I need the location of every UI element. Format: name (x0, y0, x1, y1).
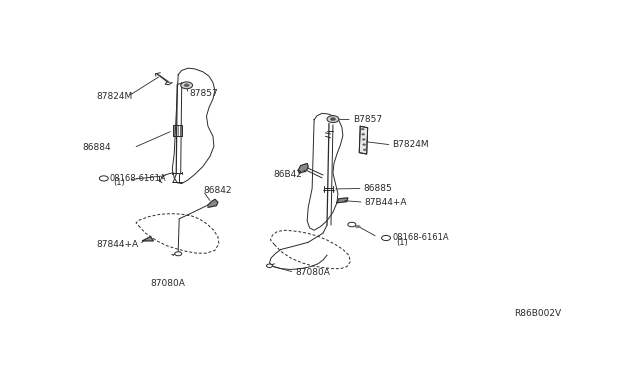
Polygon shape (298, 164, 308, 173)
Text: 87857: 87857 (189, 89, 218, 99)
Text: 86B42: 86B42 (273, 170, 302, 179)
Circle shape (361, 128, 364, 130)
Circle shape (180, 82, 193, 89)
Text: B7857: B7857 (353, 115, 382, 124)
Circle shape (355, 225, 360, 228)
Text: 08168-6161A: 08168-6161A (392, 234, 449, 243)
Circle shape (348, 222, 356, 227)
Text: 86885: 86885 (364, 184, 392, 193)
Polygon shape (337, 198, 348, 203)
Circle shape (362, 134, 365, 135)
Circle shape (175, 252, 182, 256)
Circle shape (362, 139, 365, 140)
Text: 08168-6161A: 08168-6161A (110, 174, 166, 183)
Text: R86B002V: R86B002V (514, 309, 561, 318)
Text: 87B44+A: 87B44+A (365, 198, 407, 207)
Text: (1): (1) (114, 178, 125, 187)
Polygon shape (208, 199, 218, 207)
Text: 87824M: 87824M (97, 92, 132, 101)
Text: S: S (102, 176, 106, 181)
Text: 86842: 86842 (203, 186, 232, 195)
Polygon shape (143, 237, 154, 241)
Text: 87080A: 87080A (296, 268, 331, 277)
Text: 87080A: 87080A (151, 279, 186, 288)
Text: 87844+A: 87844+A (97, 240, 138, 249)
Text: B7824M: B7824M (392, 140, 429, 150)
Circle shape (327, 116, 339, 122)
Text: S: S (384, 235, 388, 240)
Circle shape (266, 264, 273, 267)
Circle shape (381, 235, 390, 241)
Circle shape (184, 84, 189, 87)
Circle shape (330, 118, 335, 121)
Circle shape (99, 176, 108, 181)
Circle shape (363, 144, 365, 145)
Circle shape (364, 149, 366, 151)
Text: 86884: 86884 (82, 143, 111, 152)
Text: (1): (1) (396, 238, 408, 247)
Polygon shape (359, 126, 367, 154)
